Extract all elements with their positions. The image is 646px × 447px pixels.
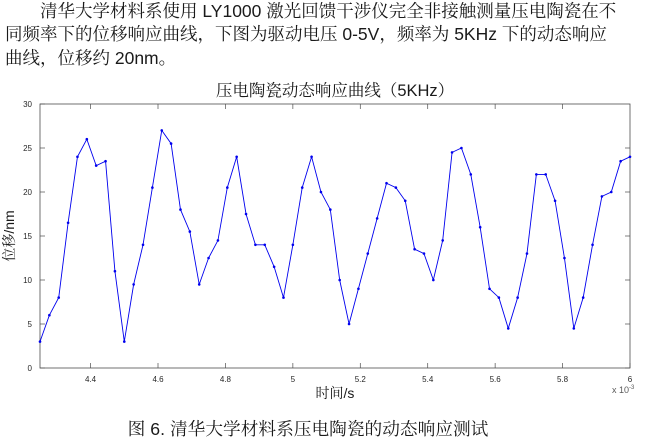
svg-text:5: 5 xyxy=(291,375,296,384)
svg-text:5: 5 xyxy=(28,320,33,329)
svg-text:5.8: 5.8 xyxy=(557,375,569,384)
svg-text:4.8: 4.8 xyxy=(220,375,232,384)
svg-text:25: 25 xyxy=(23,144,32,153)
svg-text:0: 0 xyxy=(28,364,33,373)
svg-text:6: 6 xyxy=(628,375,633,384)
svg-text:5.6: 5.6 xyxy=(490,375,502,384)
svg-text:4.6: 4.6 xyxy=(152,375,164,384)
svg-text:x 10: x 10 xyxy=(612,385,629,395)
svg-text:15: 15 xyxy=(23,232,32,241)
svg-text:30: 30 xyxy=(23,100,32,109)
svg-text:5.4: 5.4 xyxy=(422,375,434,384)
svg-text:压电陶瓷动态响应曲线（5KHz）: 压电陶瓷动态响应曲线（5KHz） xyxy=(216,81,454,100)
svg-text:5.2: 5.2 xyxy=(355,375,367,384)
svg-text:时间/s: 时间/s xyxy=(316,385,355,401)
svg-text:-3: -3 xyxy=(629,385,635,391)
svg-text:位移/nm: 位移/nm xyxy=(1,210,17,261)
svg-text:10: 10 xyxy=(23,276,32,285)
svg-text:4.4: 4.4 xyxy=(85,375,97,384)
svg-text:20: 20 xyxy=(23,188,32,197)
